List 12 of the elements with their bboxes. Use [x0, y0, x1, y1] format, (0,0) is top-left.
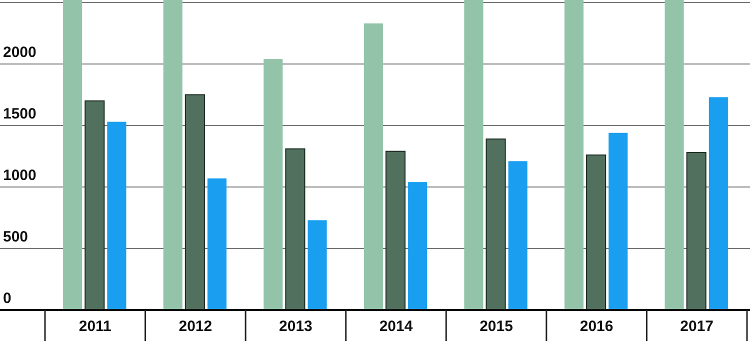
y-tick-label: 2000 [3, 44, 36, 61]
x-tick-label: 2015 [480, 318, 513, 335]
x-tick-label: 2013 [279, 318, 312, 335]
x-tick-label: 2011 [78, 318, 112, 335]
y-tick-label: 500 [3, 228, 28, 246]
x-tick-label: 2012 [178, 318, 212, 335]
x-tick-label: 2014 [379, 318, 414, 335]
x-tick-label: 2017 [680, 318, 714, 335]
y-tick-label: 0 [3, 290, 12, 307]
y-tick-label: 1500 [3, 105, 36, 122]
x-tick-label: 2016 [580, 318, 614, 335]
y-tick-label: 1000 [3, 166, 36, 184]
